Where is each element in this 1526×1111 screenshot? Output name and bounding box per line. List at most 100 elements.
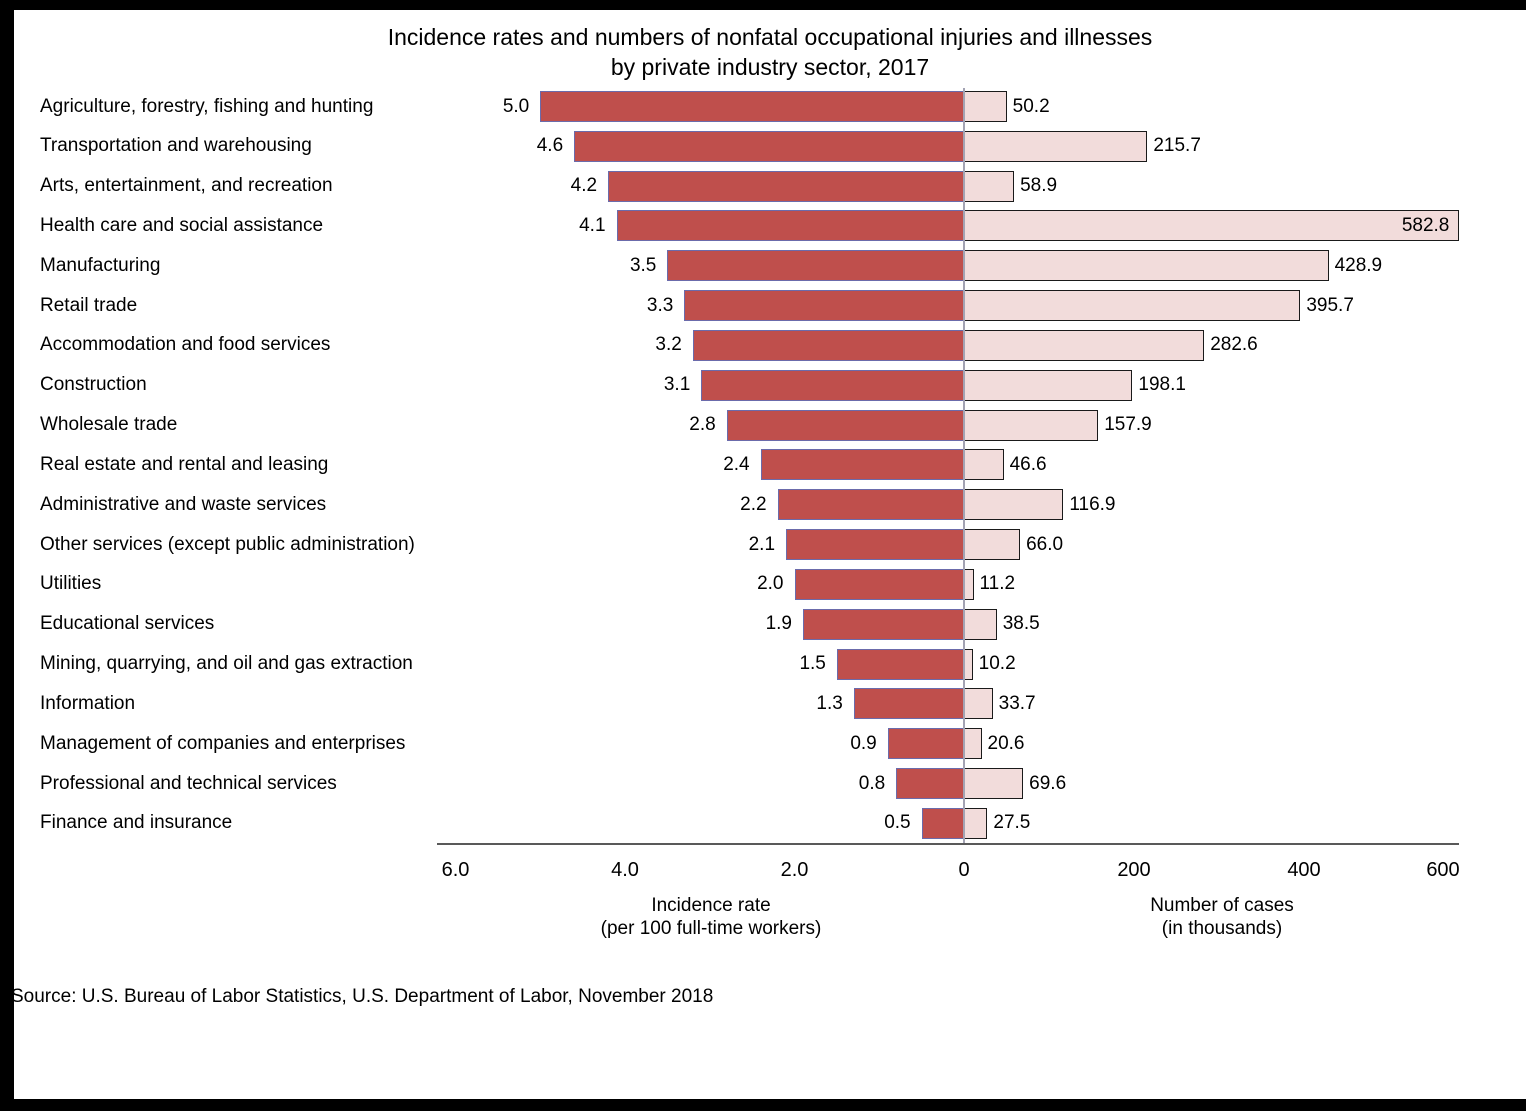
incidence-rate-value: 3.5 — [629, 254, 657, 276]
cases-bar — [963, 329, 1205, 361]
category-label: Manufacturing — [40, 254, 161, 276]
incidence-rate-bar — [921, 807, 964, 839]
cases-value: 27.5 — [993, 812, 1031, 834]
x-axis-tick-label: 0 — [958, 859, 970, 881]
chart-panel: Incidence rates and numbers of nonfatal … — [14, 10, 1526, 1099]
x-axis-line — [437, 843, 1459, 845]
cases-value: 69.6 — [1029, 772, 1067, 794]
incidence-rate-value: 2.8 — [689, 414, 716, 436]
cases-bar — [963, 688, 993, 720]
incidence-rate-bar — [853, 688, 964, 720]
cases-bar — [963, 728, 982, 760]
cases-value: 46.6 — [1009, 453, 1047, 475]
incidence-rate-bar — [667, 250, 964, 282]
x-axis-tick-label: 4.0 — [611, 859, 639, 881]
cases-value: 20.6 — [987, 732, 1025, 754]
incidence-rate-bar — [726, 409, 964, 441]
cases-value: 282.6 — [1210, 334, 1258, 356]
category-label: Other services (except public administra… — [40, 533, 415, 555]
x-axis-tick-label: 600 — [1426, 859, 1460, 881]
cases-value: 33.7 — [998, 692, 1036, 714]
incidence-rate-bar — [760, 449, 964, 481]
cases-value: 50.2 — [1012, 95, 1050, 117]
incidence-rate-value: 2.1 — [748, 533, 776, 555]
cases-value: 157.9 — [1104, 414, 1152, 436]
x-axis-tick-label: 2.0 — [780, 859, 809, 881]
cases-bar — [963, 449, 1004, 481]
incidence-rate-bar — [701, 369, 964, 401]
category-label: Accommodation and food services — [40, 334, 331, 356]
cases-bar — [963, 250, 1329, 282]
incidence-rate-bar — [608, 170, 964, 202]
cases-value: 582.8 — [1401, 214, 1450, 236]
cases-bar — [963, 369, 1133, 401]
incidence-rate-value: 4.2 — [570, 175, 598, 197]
category-label: Educational services — [40, 613, 215, 635]
cases-bar — [963, 489, 1064, 521]
cases-bar — [963, 170, 1015, 202]
incidence-rate-value: 1.9 — [765, 613, 792, 635]
x-axis-tick-label: 6.0 — [441, 859, 470, 881]
incidence-rate-bar — [684, 290, 964, 322]
incidence-rate-bar — [777, 489, 964, 521]
cases-value: 11.2 — [979, 573, 1016, 595]
incidence-rate-value: 0.9 — [850, 732, 877, 754]
zero-baseline — [963, 88, 965, 843]
category-label: Wholesale trade — [40, 414, 178, 436]
incidence-rate-value: 2.2 — [740, 493, 767, 515]
right-axis-title-line2: (in thousands) — [1161, 918, 1283, 939]
cases-value: 428.9 — [1334, 254, 1383, 276]
incidence-rate-bar — [540, 91, 964, 122]
cases-value: 10.2 — [978, 653, 1016, 675]
incidence-rate-bar — [794, 568, 964, 600]
incidence-rate-bar — [836, 648, 964, 680]
cases-value: 38.5 — [1002, 613, 1040, 635]
category-label: Professional and technical services — [40, 772, 337, 794]
cases-value: 215.7 — [1153, 135, 1201, 157]
cases-bar — [963, 768, 1024, 800]
incidence-rate-value: 2.4 — [723, 453, 750, 475]
source-note: Source: U.S. Bureau of Labor Statistics,… — [14, 986, 714, 1007]
cases-bar — [963, 91, 1007, 122]
incidence-rate-value: 3.1 — [663, 374, 691, 396]
cases-bar — [963, 807, 988, 839]
left-axis-title: Incidence rate (per 100 full-time worker… — [601, 894, 822, 940]
category-label: Mining, quarrying, and oil and gas extra… — [40, 653, 413, 675]
incidence-rate-value: 0.5 — [884, 812, 911, 834]
category-label: Management of companies and enterprises — [40, 732, 406, 754]
right-axis-title-line1: Number of cases — [1150, 895, 1294, 916]
cases-value: 66.0 — [1026, 533, 1064, 555]
incidence-rate-value: 4.6 — [536, 135, 564, 157]
category-label: Finance and insurance — [40, 812, 233, 834]
incidence-rate-value: 3.3 — [646, 294, 674, 316]
left-axis-title-line2: (per 100 full-time workers) — [600, 918, 822, 939]
cases-bar — [963, 529, 1021, 561]
cases-value: 116.9 — [1069, 493, 1116, 515]
incidence-rate-bar — [802, 608, 964, 640]
category-label: Information — [40, 692, 136, 714]
category-label: Utilities — [40, 573, 102, 595]
cases-value: 58.9 — [1020, 175, 1058, 197]
incidence-rate-value: 4.1 — [579, 214, 606, 236]
chart-title-line1: Incidence rates and numbers of nonfatal … — [387, 24, 1153, 50]
cases-bar — [963, 130, 1148, 162]
incidence-rate-value: 1.3 — [816, 692, 843, 714]
incidence-rate-bar — [887, 728, 964, 760]
category-label: Construction — [40, 374, 147, 396]
incidence-rate-bar — [574, 130, 964, 162]
incidence-rate-value: 5.0 — [502, 95, 530, 117]
incidence-rate-bar — [896, 768, 964, 800]
category-label: Administrative and waste services — [40, 493, 327, 515]
category-label: Health care and social assistance — [40, 214, 324, 236]
cases-bar — [963, 290, 1301, 322]
category-label: Real estate and rental and leasing — [40, 453, 329, 475]
category-label: Arts, entertainment, and recreation — [40, 175, 333, 197]
cases-bar — [963, 608, 997, 640]
incidence-rate-bar — [692, 329, 964, 361]
x-axis-tick-label: 400 — [1287, 859, 1321, 881]
incidence-rate-value: 1.5 — [799, 653, 826, 675]
incidence-rate-value: 2.0 — [757, 573, 784, 595]
incidence-rate-value: 3.2 — [655, 334, 682, 356]
incidence-rate-value: 0.8 — [858, 772, 886, 794]
